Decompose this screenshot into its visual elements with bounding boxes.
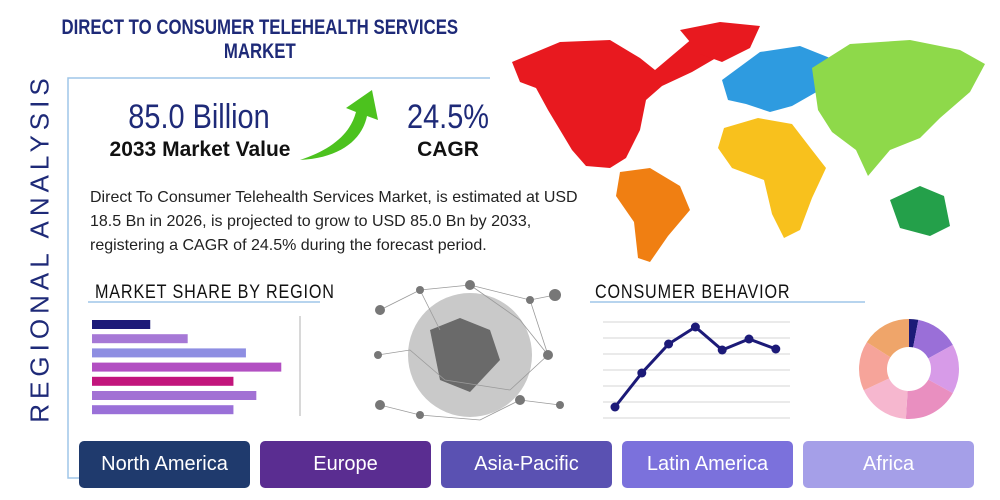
- region-tab[interactable]: Europe: [260, 441, 431, 488]
- region-tab[interactable]: North America: [79, 441, 250, 488]
- section-title: CONSUMER BEHAVIOR: [595, 282, 791, 303]
- title: DIRECT TO CONSUMER TELEHEALTH SERVICES M…: [61, 16, 459, 63]
- region-tab[interactable]: Africa: [803, 441, 974, 488]
- world-map: [512, 22, 985, 262]
- donut-slice: [913, 319, 953, 359]
- section-title: MARKET SHARE BY REGION: [95, 282, 335, 303]
- side-label: REGIONAL ANALYSIS: [24, 73, 55, 423]
- donut-slice: [928, 344, 960, 394]
- globe-network: [374, 280, 564, 421]
- stat-label: CAGR: [417, 138, 479, 161]
- stat-label: 2033 Market Value: [109, 138, 291, 161]
- line-grid: [603, 321, 790, 419]
- line-point: [664, 339, 674, 349]
- donut-slice: [909, 319, 919, 348]
- donut-slice: [858, 342, 891, 391]
- line-point: [717, 345, 727, 355]
- bar: [92, 348, 246, 358]
- region-tab[interactable]: Asia-Pacific: [441, 441, 612, 488]
- region-tab[interactable]: Latin America: [622, 441, 793, 488]
- line-point: [610, 402, 620, 412]
- description: Direct To Consumer Telehealth Services M…: [90, 189, 578, 254]
- bar: [92, 362, 282, 372]
- bar: [92, 391, 257, 400]
- bar: [92, 334, 188, 344]
- growth-arrow: [300, 90, 378, 160]
- line-point: [637, 368, 647, 378]
- bar: [92, 320, 151, 329]
- donut-slice: [866, 319, 909, 358]
- stat-value: 24.5%: [407, 98, 489, 136]
- bar: [92, 405, 234, 415]
- line-point: [744, 334, 754, 344]
- line-point: [690, 322, 700, 332]
- stat-value: 85.0 Billion: [128, 98, 270, 136]
- line-point: [771, 344, 781, 354]
- bar: [92, 376, 234, 386]
- frame: [67, 77, 865, 479]
- donut-slice: [863, 378, 908, 419]
- donut-slice: [905, 379, 953, 419]
